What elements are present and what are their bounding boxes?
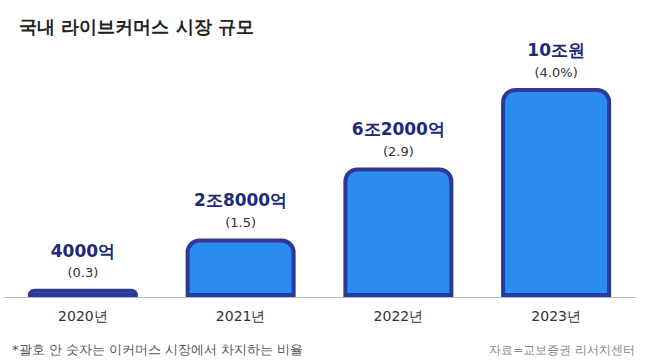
svg-text:2021년: 2021년 (216, 308, 266, 324)
svg-text:(2.9): (2.9) (383, 144, 414, 159)
svg-text:(1.5): (1.5) (225, 215, 256, 230)
svg-text:6조2000억: 6조2000억 (352, 119, 445, 139)
svg-text:2022년: 2022년 (374, 308, 424, 324)
svg-text:*괄호 안 숫자는 이커머스 시장에서 차지하는 비율: *괄호 안 숫자는 이커머스 시장에서 차지하는 비율 (12, 342, 303, 357)
svg-text:(4.0%): (4.0%) (535, 65, 578, 80)
svg-text:4000억: 4000억 (51, 241, 115, 261)
svg-text:자료=교보증권 리서치센터: 자료=교보증권 리서치센터 (489, 343, 635, 357)
svg-text:2023년: 2023년 (531, 308, 581, 324)
svg-text:(0.3): (0.3) (67, 265, 98, 280)
svg-text:국내 라이브커머스 시장 규모: 국내 라이브커머스 시장 규모 (19, 16, 254, 37)
svg-text:10조원: 10조원 (527, 40, 585, 60)
svg-text:2020년: 2020년 (58, 308, 108, 324)
svg-text:2조8000억: 2조8000억 (194, 190, 287, 210)
